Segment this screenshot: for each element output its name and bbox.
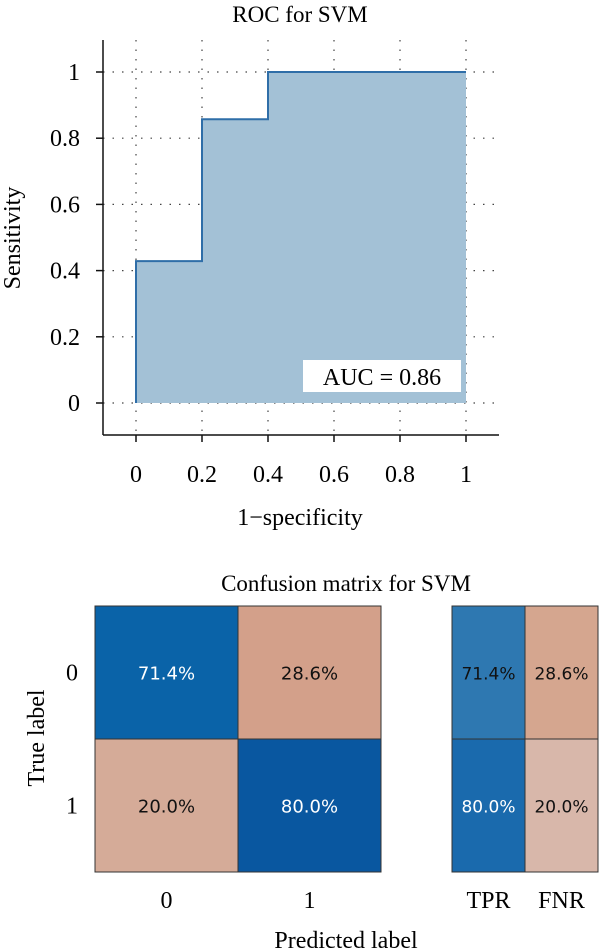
roc-curve (135, 71, 466, 403)
roc-y-tick-label: 1 (68, 60, 80, 86)
roc-y-ticks: 0 0.2 0.4 0.6 0.8 1 (50, 60, 103, 417)
confusion-matrix-chart: Confusion matrix for SVM 71.4% 28.6% 20.0%… (24, 571, 599, 952)
cm-cell-value: 71.4% (138, 664, 195, 685)
roc-x-tick-label: 0 (130, 462, 142, 488)
cm-cell (94, 605, 239, 740)
roc-x-tick-label: 0.8 (385, 462, 415, 488)
cm-col-label: 0 (161, 888, 173, 914)
cm-row-label: 1 (66, 794, 78, 820)
cm-cell-value: 80.0% (281, 797, 338, 818)
roc-x-axis-label: 1−specificity (237, 505, 363, 531)
roc-chart: ROC for SVM 0 0.2 0.4 0.6 0.8 1 0 0.2 0.4 0.6 0.8… (0, 2, 499, 531)
rate-cell (451, 605, 526, 740)
rate-cell (451, 738, 526, 873)
rate-cell-value: 20.0% (534, 798, 588, 818)
roc-x-tick-label: 1 (460, 462, 472, 488)
cm-col-label: 1 (304, 888, 316, 914)
rate-cell-value: 80.0% (461, 798, 515, 818)
roc-y-tick-label: 0.8 (50, 126, 80, 152)
roc-y-tick-label: 0 (68, 391, 80, 417)
auc-annotation: AUC = 0.86 (323, 365, 441, 391)
cm-cell (94, 738, 239, 873)
rate-col-label: FNR (538, 888, 585, 914)
rate-cells: 71.4% 28.6% 80.0% 20.0% (451, 605, 599, 873)
roc-x-ticks: 0 0.2 0.4 0.6 0.8 1 (130, 435, 472, 488)
cm-y-axis-label: True label (24, 689, 50, 786)
cm-title: Confusion matrix for SVM (221, 571, 471, 596)
rate-col-label: TPR (466, 888, 510, 914)
roc-x-tick-label: 0.2 (187, 462, 217, 488)
cm-row-label: 0 (66, 661, 78, 687)
rate-cell-value: 71.4% (461, 665, 515, 685)
roc-x-tick-label: 0.6 (319, 462, 349, 488)
cm-cells: 71.4% 28.6% 20.0% 80.0% (94, 605, 382, 873)
cm-cell (237, 605, 382, 740)
auc-label-box (303, 360, 461, 392)
rate-labels: TPR FNR (466, 888, 584, 914)
roc-x-tick-label: 0.4 (253, 462, 283, 488)
cm-cell (237, 738, 382, 873)
cm-x-axis-label: Predicted label (274, 928, 418, 952)
roc-title: ROC for SVM (232, 2, 367, 27)
cm-labels: 0 1 0 1 (66, 661, 316, 915)
roc-area (136, 72, 466, 403)
roc-y-axis-label: Sensitivity (0, 187, 26, 290)
roc-y-tick-label: 0.6 (50, 192, 80, 218)
roc-y-tick-label: 0.2 (50, 325, 80, 351)
cm-cell-value: 28.6% (281, 664, 338, 685)
roc-axes (102, 40, 499, 436)
rate-cell-value: 28.6% (534, 665, 588, 685)
rate-cell (524, 738, 599, 873)
cm-cell-value: 20.0% (138, 797, 195, 818)
roc-y-tick-label: 0.4 (50, 259, 80, 285)
